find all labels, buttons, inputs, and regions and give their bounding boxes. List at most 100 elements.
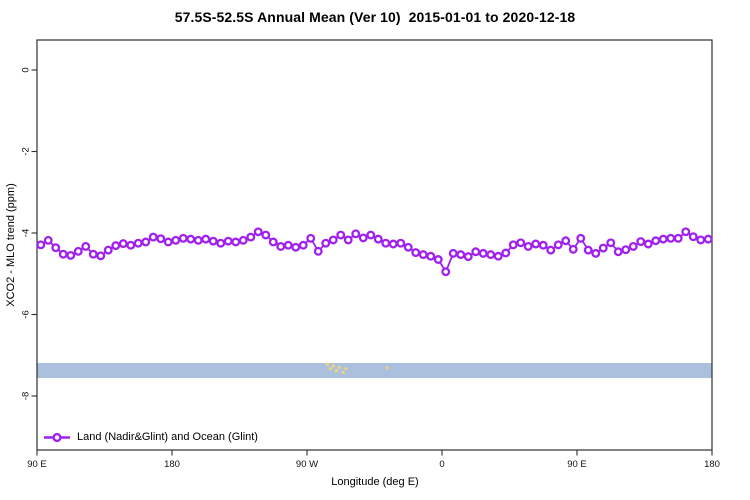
series-point bbox=[448, 248, 458, 258]
series-point bbox=[568, 244, 578, 254]
series-point bbox=[636, 237, 646, 247]
series-point bbox=[418, 250, 428, 260]
series-point bbox=[201, 234, 211, 244]
series-point bbox=[508, 240, 518, 250]
series-point bbox=[358, 233, 368, 243]
series-point bbox=[276, 241, 286, 251]
series-point bbox=[688, 232, 698, 242]
speck-dot bbox=[337, 365, 341, 370]
series-point bbox=[208, 236, 218, 246]
series-point bbox=[81, 241, 91, 251]
series-point bbox=[613, 247, 623, 257]
x-tick-label: 0 bbox=[439, 459, 444, 470]
series-point bbox=[306, 233, 316, 243]
series-point bbox=[471, 247, 481, 257]
series-point bbox=[141, 237, 151, 247]
series-point bbox=[148, 232, 158, 242]
series-point bbox=[321, 238, 331, 248]
series-point bbox=[253, 227, 263, 237]
series-point bbox=[223, 236, 233, 246]
series-point bbox=[291, 242, 301, 252]
series-point bbox=[36, 240, 46, 250]
band-rect bbox=[37, 362, 712, 379]
series-point bbox=[268, 237, 278, 247]
series-point bbox=[283, 240, 293, 250]
series-point bbox=[366, 230, 376, 240]
y-tick-label: -6 bbox=[21, 310, 32, 318]
series-point bbox=[156, 234, 166, 244]
series-point bbox=[298, 240, 308, 250]
series-point bbox=[493, 251, 503, 261]
series-point bbox=[186, 234, 196, 244]
speck-dot bbox=[334, 369, 338, 373]
series-point bbox=[673, 233, 683, 243]
series-point bbox=[133, 238, 143, 248]
x-tick-label: 90 W bbox=[296, 459, 318, 470]
speck-dot bbox=[341, 370, 345, 374]
series-point bbox=[381, 238, 391, 248]
series-point bbox=[538, 240, 548, 250]
series-point bbox=[658, 234, 668, 244]
series-point bbox=[373, 234, 383, 244]
series-point bbox=[576, 233, 586, 243]
series-point bbox=[328, 235, 338, 245]
speck-dot bbox=[325, 362, 329, 366]
series-point bbox=[463, 252, 473, 262]
legend-label: Land (Nadir&Glint) and Ocean (Glint) bbox=[77, 431, 258, 443]
legend-marker-icon bbox=[52, 432, 62, 443]
series-point bbox=[171, 235, 181, 245]
series-point bbox=[126, 240, 136, 250]
series-point bbox=[193, 235, 203, 245]
series-point bbox=[58, 249, 68, 259]
series-point bbox=[628, 241, 638, 251]
y-tick-label: 0 bbox=[21, 67, 32, 72]
series-point bbox=[66, 250, 76, 260]
series-point bbox=[523, 241, 533, 251]
series-point bbox=[51, 243, 61, 253]
series-point bbox=[111, 241, 121, 251]
series-point bbox=[531, 239, 541, 249]
speck-dot bbox=[331, 364, 335, 368]
series-point bbox=[118, 239, 128, 249]
x-tick-label: 180 bbox=[164, 459, 180, 470]
series-point bbox=[621, 245, 631, 255]
series-point bbox=[103, 245, 113, 255]
speck-dot bbox=[328, 367, 332, 371]
series-point bbox=[261, 230, 271, 240]
series-point bbox=[606, 238, 616, 248]
y-tick-label: -4 bbox=[21, 229, 32, 237]
series-point bbox=[96, 251, 106, 261]
series-point bbox=[516, 238, 526, 248]
series-point bbox=[433, 255, 443, 264]
series-point bbox=[546, 245, 556, 255]
x-axis-title: Longitude (deg E) bbox=[331, 476, 419, 488]
x-tick-label: 90 E bbox=[27, 459, 47, 470]
speck-dot bbox=[344, 367, 348, 371]
series-point bbox=[336, 230, 346, 240]
series-point bbox=[411, 248, 421, 258]
y-tick-label: -2 bbox=[21, 147, 32, 155]
series-point bbox=[696, 235, 706, 245]
series-point bbox=[351, 229, 361, 239]
x-tick-label: 90 E bbox=[567, 459, 587, 470]
series-point bbox=[643, 239, 653, 249]
series-point bbox=[456, 250, 466, 260]
series-point bbox=[426, 251, 436, 261]
series-point bbox=[681, 227, 691, 237]
series-point bbox=[396, 238, 406, 248]
series-point bbox=[88, 249, 98, 259]
series-point bbox=[163, 237, 173, 247]
series-point bbox=[583, 245, 593, 255]
y-tick-label: -8 bbox=[21, 392, 32, 400]
series-point bbox=[666, 233, 676, 243]
series-point bbox=[313, 246, 323, 256]
series-point bbox=[486, 250, 496, 260]
series-point bbox=[598, 243, 608, 253]
series-point bbox=[651, 236, 661, 246]
series-point bbox=[246, 232, 256, 242]
series-point bbox=[441, 267, 451, 277]
speck-dot bbox=[385, 366, 389, 370]
series-point bbox=[591, 248, 601, 258]
